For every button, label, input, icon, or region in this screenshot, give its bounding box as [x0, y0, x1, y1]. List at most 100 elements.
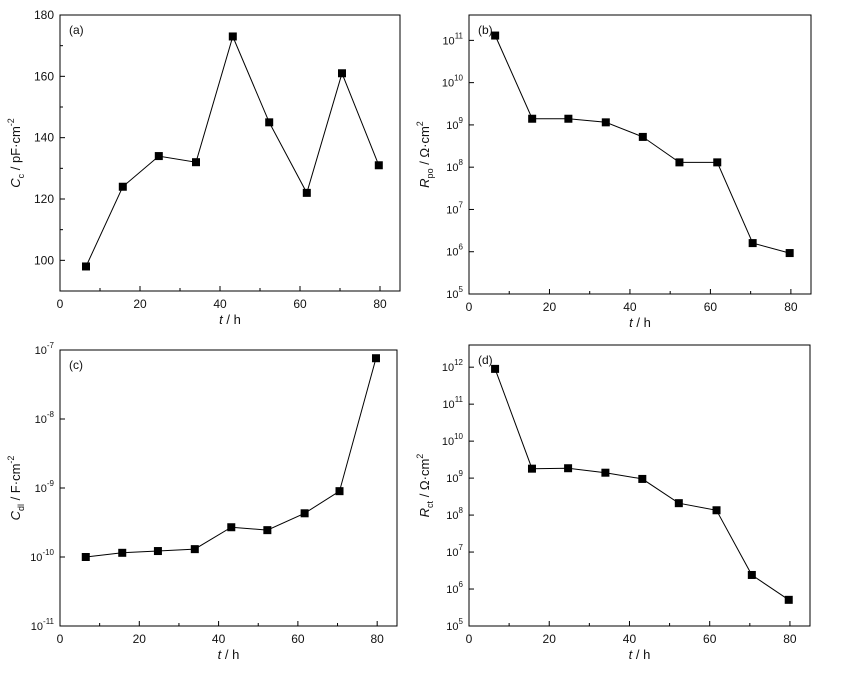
y-tick-label: 1012 [442, 358, 464, 374]
y-tick-base: 10 [442, 35, 454, 47]
y-tick-label: 1011 [442, 395, 463, 411]
y-tick-label: 10-8 [35, 410, 55, 426]
x-tick-label: 40 [623, 300, 637, 314]
y-tick-base: 10 [442, 78, 454, 90]
data-point [527, 464, 536, 473]
data-point [265, 118, 274, 127]
x-tick-label: 20 [543, 632, 557, 646]
x-tick-label: 0 [466, 300, 473, 314]
y-tick-label: 100 [34, 253, 54, 267]
y-tick-exponent: 11 [455, 395, 464, 404]
y-axis-subscript: ct [425, 500, 435, 508]
data-point [784, 595, 793, 604]
y-tick-base: 10 [446, 247, 458, 259]
y-tick-label: 106 [446, 580, 463, 596]
y-tick-base: 10 [30, 552, 42, 564]
y-axis-label: Cdl / F·cm-2 [6, 456, 26, 521]
y-tick-exponent: -11 [43, 617, 55, 626]
x-tick-label: 80 [783, 632, 797, 646]
plot-frame [468, 14, 812, 295]
y-tick-base: 10 [446, 584, 458, 596]
y-tick-label: 109 [446, 469, 463, 485]
y-axis-superscript: 2 [415, 454, 425, 459]
x-axis-unit: / h [223, 312, 241, 327]
data-point [638, 474, 647, 483]
panel-a: 0 20 40 60 80 100 120 140 160 180 (a) t / h Cc / pF·… [6, 8, 401, 327]
data-point [564, 114, 573, 123]
data-point [491, 31, 500, 40]
y-tick-label: 107 [446, 200, 463, 216]
data-point [491, 364, 500, 373]
y-axis-label: Rct / Ω·cm2 [415, 454, 435, 518]
y-tick-label: 10-7 [35, 341, 55, 357]
series-line [85, 35, 380, 267]
data-point [528, 114, 537, 123]
x-tick-label: 60 [704, 300, 718, 314]
y-axis-unit: / Ω·cm [417, 459, 432, 501]
panel-label: (a) [69, 23, 84, 37]
data-point [82, 262, 90, 271]
y-tick-exponent: 12 [454, 358, 463, 367]
x-axis-symbol: t [218, 647, 223, 662]
data-point [154, 152, 163, 161]
y-tick-label: 107 [446, 543, 463, 559]
y-axis-unit: / Ω·cm [417, 126, 432, 168]
y-axis-label: Rpo / Ω·cm2 [415, 121, 435, 188]
y-tick-base: 10 [35, 483, 47, 495]
x-tick-label: 60 [293, 297, 307, 311]
data-point [190, 545, 199, 554]
y-tick-base: 10 [442, 362, 454, 374]
y-tick-exponent: 9 [459, 469, 464, 478]
y-tick-base: 10 [446, 510, 458, 522]
data-point [118, 548, 127, 557]
y-axis-subscript: c [16, 173, 26, 178]
x-tick-label: 80 [373, 297, 387, 311]
y-axis-unit: / pF·cm [8, 126, 23, 174]
x-axis-label: t / h [219, 312, 241, 327]
series-line [494, 368, 789, 601]
y-tick-label: 10-11 [31, 617, 55, 633]
y-tick-label: 108 [446, 506, 463, 522]
series-line [494, 35, 790, 254]
y-tick-base: 10 [446, 120, 458, 132]
x-axis-symbol: t [629, 315, 634, 330]
x-tick-label: 20 [133, 632, 147, 646]
y-tick-exponent: 8 [459, 506, 464, 515]
y-tick-base: 10 [446, 162, 458, 174]
x-tick-label: 80 [784, 300, 798, 314]
x-axis-label: t / h [629, 647, 651, 662]
data-point [81, 553, 90, 561]
x-tick-label: 60 [703, 632, 717, 646]
y-tick-base: 10 [446, 473, 458, 485]
y-axis-symbol: C [8, 510, 23, 520]
x-axis-symbol: t [219, 312, 224, 327]
y-tick-label: 105 [446, 285, 463, 301]
data-point [371, 354, 380, 363]
x-tick-label: 40 [212, 632, 226, 646]
y-axis-subscript: dl [16, 504, 26, 511]
y-axis-symbol: R [417, 178, 432, 187]
y-tick-exponent: 7 [459, 543, 464, 552]
y-axis-symbol: C [8, 178, 23, 188]
data-point [153, 547, 162, 556]
panel-label: (c) [69, 358, 83, 372]
y-tick-label: 120 [34, 192, 54, 206]
data-point [674, 499, 683, 508]
y-tick-exponent: -8 [47, 410, 55, 419]
data-point [302, 188, 311, 197]
x-axis-label: t / h [629, 315, 651, 330]
y-tick-exponent: 9 [459, 116, 464, 125]
y-tick-exponent: 5 [459, 285, 464, 294]
y-tick-label: 109 [446, 116, 463, 132]
data-point [263, 526, 272, 535]
plot-frame [59, 14, 401, 292]
y-axis-superscript: -2 [6, 456, 16, 464]
y-tick-label: 160 [34, 69, 54, 83]
y-tick-exponent: -9 [47, 479, 55, 488]
x-tick-label: 60 [291, 632, 305, 646]
data-point [785, 249, 794, 258]
data-point [601, 468, 610, 477]
x-axis-label: t / h [218, 647, 240, 662]
